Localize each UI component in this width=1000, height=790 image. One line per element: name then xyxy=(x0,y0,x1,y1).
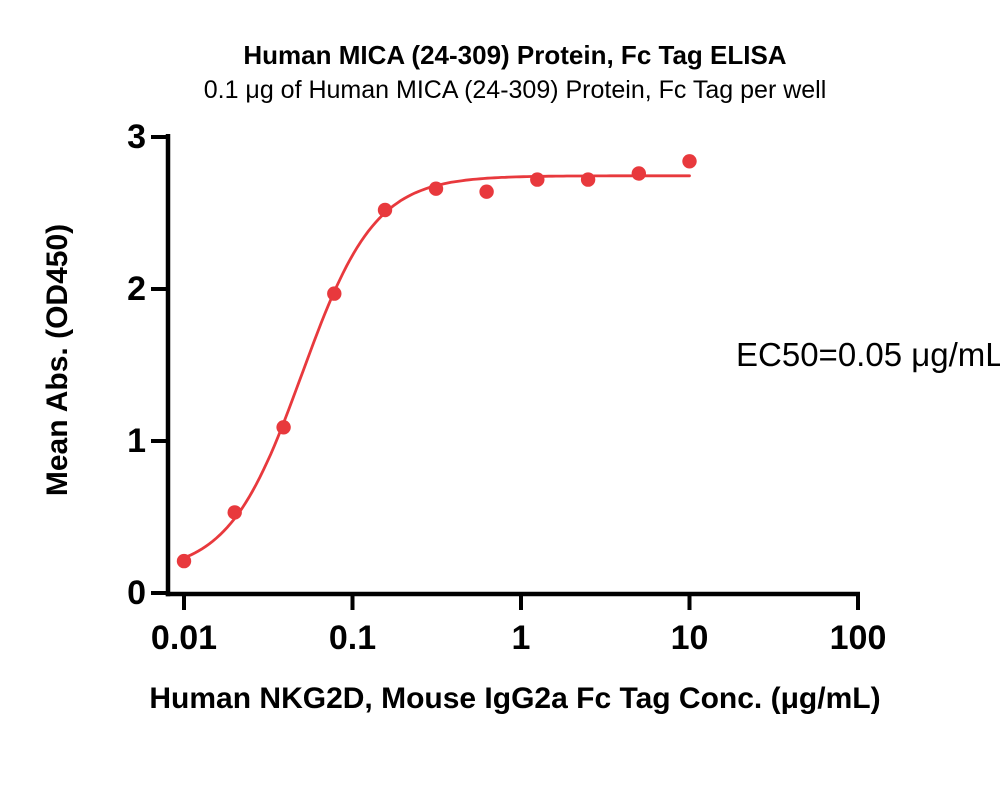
y-tick-label: 3 xyxy=(127,118,146,156)
x-tick-label: 0.01 xyxy=(150,619,218,657)
y-tick-label: 1 xyxy=(127,422,146,460)
y-tick-label: 2 xyxy=(127,270,146,308)
fit-curve xyxy=(182,174,691,560)
x-tick-label: 0.1 xyxy=(328,619,377,657)
data-point xyxy=(327,286,342,301)
x-tick-label: 1 xyxy=(511,619,531,657)
ec50-annotation: EC50=0.05 μg/mL xyxy=(736,336,1000,373)
chart-subtitle: 0.1 μg of Human MICA (24-309) Protein, F… xyxy=(203,76,827,104)
data-point xyxy=(276,420,291,435)
data-point xyxy=(377,202,393,218)
data-point xyxy=(428,181,444,196)
data-point xyxy=(682,154,697,169)
data-point xyxy=(479,184,494,199)
x-axis-label: Human NKG2D, Mouse IgG2a Fc Tag Conc. (μ… xyxy=(149,682,881,715)
data-point xyxy=(580,172,596,187)
x-tick-label: 100 xyxy=(829,619,887,657)
chart-title: Human MICA (24-309) Protein, Fc Tag ELIS… xyxy=(243,40,787,70)
x-tick-label: 10 xyxy=(670,619,709,657)
data-point xyxy=(631,166,646,181)
data-point xyxy=(227,505,242,520)
data-point xyxy=(176,553,192,569)
data-point xyxy=(530,172,545,187)
y-tick-label: 0 xyxy=(127,574,146,612)
